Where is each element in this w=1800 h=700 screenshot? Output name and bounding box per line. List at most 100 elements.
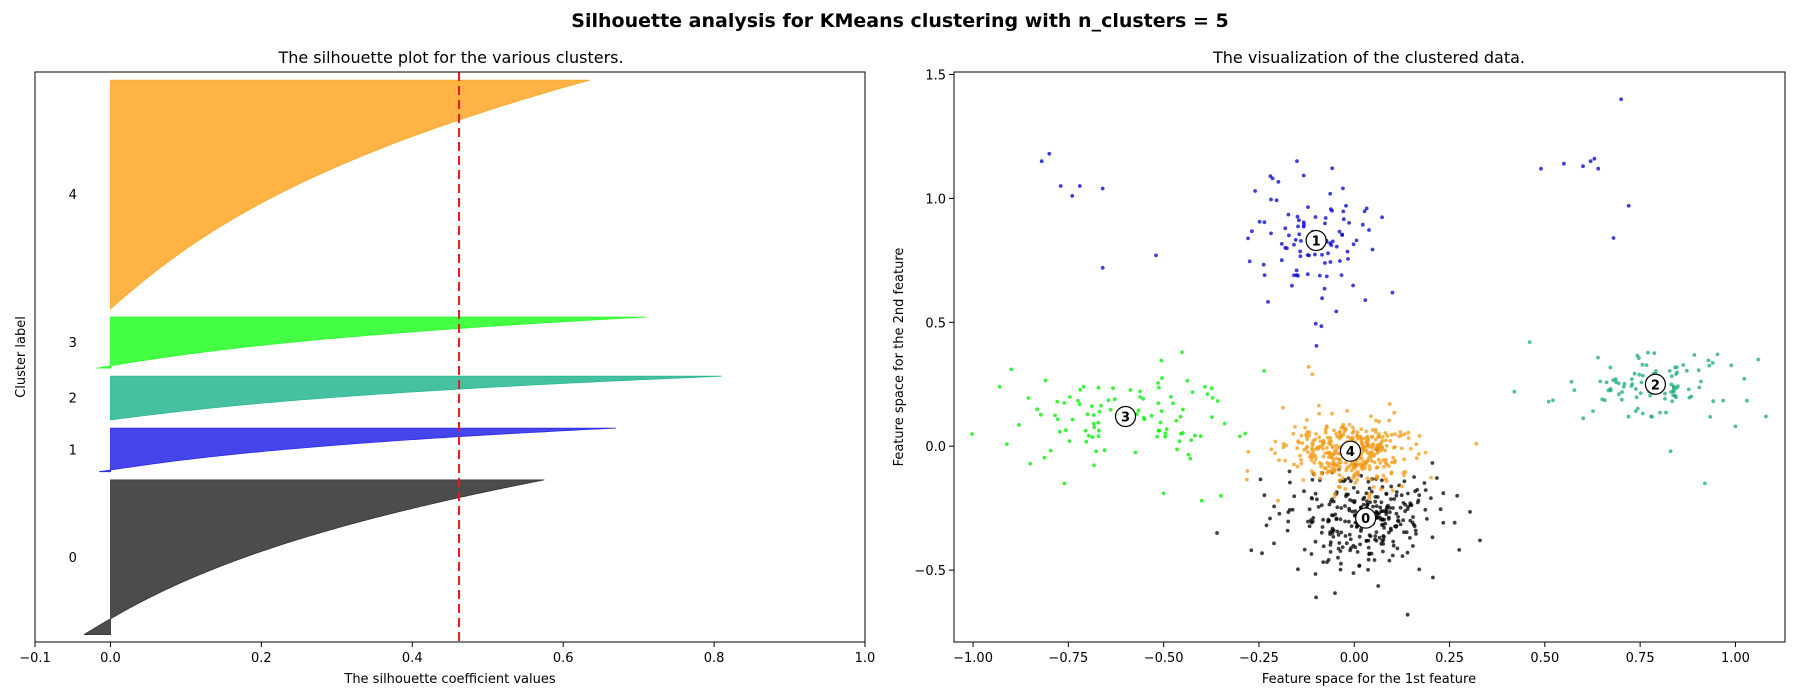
scatter-point [1091,421,1096,426]
scatter-point [1333,462,1337,466]
scatter-point [1581,164,1585,169]
scatter-point [1355,550,1360,554]
scatter-point [1296,567,1300,572]
scatter-point [1330,445,1335,450]
scatter-point [1457,548,1462,552]
scatter-point [1408,446,1413,451]
scatter-point [1604,380,1609,385]
scatter-y-axis-label: Feature space for the 2nd feature [892,248,907,467]
scatter-point [1355,436,1360,441]
scatter-point [1539,166,1543,171]
scatter-plot-frame [953,71,1786,643]
scatter-point [970,432,974,436]
scatter-point [1005,442,1009,447]
scatter-x-tick-label: 0.00 [1340,651,1369,666]
scatter-point [1258,477,1263,482]
cluster-label-0: 0 [69,551,77,566]
scatter-x-axis-label: Feature space for the 1st feature [1262,672,1476,687]
scatter-point [1210,396,1215,400]
silhouette-band-cluster-0 [83,479,545,635]
scatter-point [1283,458,1288,463]
scatter-point [1062,481,1067,486]
scatter-point [1090,435,1095,439]
scatter-x-tick-label: −1.00 [953,651,993,666]
scatter-point [1380,538,1385,543]
scatter-point [1097,409,1102,414]
scatter-point [1414,532,1418,536]
silhouette-band-cluster-4 [110,79,590,310]
scatter-point [1417,493,1422,498]
scatter-point [1640,411,1645,416]
scatter-point [1441,520,1446,525]
scatter-point [1096,434,1101,439]
scatter-point [1138,389,1142,394]
scatter-point [1389,484,1394,489]
scatter-point [1361,497,1365,502]
scatter-point [1596,166,1601,171]
scatter-point [1355,430,1360,435]
scatter-point [1299,239,1303,243]
scatter-point [1313,572,1318,576]
scatter-point [1365,499,1369,504]
scatter-point [1352,473,1357,477]
scatter-point [1347,506,1351,511]
scatter-point [1396,515,1400,519]
scatter-point [1180,350,1184,355]
scatter-point [1246,449,1251,454]
scatter-point [1325,435,1330,440]
scatter-point [1377,419,1381,424]
scatter-point [1302,547,1307,552]
scatter-point [1406,436,1411,440]
scatter-point [1295,446,1300,450]
silhouette-band-cluster-2 [110,375,722,421]
scatter-point [1667,369,1672,373]
scatter-point [1320,296,1324,301]
scatter-point [1323,430,1328,435]
scatter-cluster-0 [1215,446,1482,617]
scatter-point [1389,471,1394,476]
scatter-point [1038,412,1043,417]
scatter-point [1070,417,1075,422]
scatter-point [1345,249,1350,254]
silhouette-x-tick-label: 1.0 [855,651,876,666]
scatter-point [1368,500,1372,505]
scatter-point [1084,439,1089,444]
scatter-point [1330,208,1334,213]
scatter-point [1157,385,1161,390]
scatter-point [1328,540,1333,544]
scatter-point [1064,428,1068,433]
scatter-point [1133,450,1138,455]
scatter-point [1639,380,1644,385]
scatter-point [1367,486,1372,491]
scatter-point [1598,379,1603,384]
scatter-point [1276,180,1281,184]
scatter-point [1394,493,1399,498]
silhouette-plot-frame [34,71,866,643]
scatter-point [1397,434,1402,439]
scatter-point [1373,447,1377,451]
scatter-point [1675,370,1679,375]
scatter-point [1379,509,1384,514]
scatter-point [1335,505,1340,510]
scatter-point [1646,350,1650,355]
scatter-point [1375,514,1380,519]
scatter-point [1350,435,1355,440]
silhouette-x-axis-label: The silhouette coefficient values [343,672,555,687]
scatter-point [1077,402,1082,407]
scatter-point [1346,476,1351,481]
scatter-point [1111,386,1115,391]
scatter-point [1328,550,1333,554]
scatter-point [1387,402,1392,406]
scatter-point [1581,416,1586,421]
scatter-point [1313,321,1318,326]
scatter-point [1357,534,1362,539]
scatter-point [1592,156,1597,161]
scatter-y-axis: −0.5 0.0 0.5 1.0 1.5 [914,68,954,579]
scatter-point [1414,442,1419,447]
scatter-point [1339,530,1344,535]
scatter-point [1331,499,1336,504]
scatter-point [1287,508,1292,512]
scatter-point [1331,534,1336,539]
scatter-point [1373,534,1378,538]
scatter-point [1402,479,1407,484]
